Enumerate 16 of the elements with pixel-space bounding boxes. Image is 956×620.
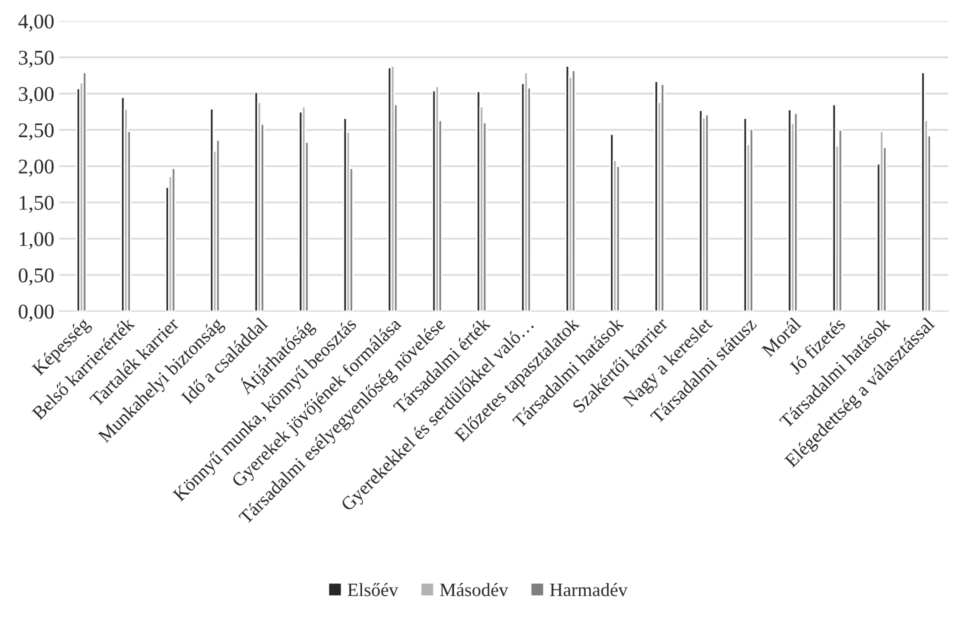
y-tick-label: 1,50 <box>20 196 54 213</box>
bar <box>660 83 665 312</box>
legend-label: Elsőév <box>348 582 398 596</box>
bar <box>82 72 87 312</box>
y-tick-label: 1,00 <box>20 232 54 250</box>
legend-label: Másodév <box>440 582 508 596</box>
y-tick-label: 0,00 <box>18 304 54 322</box>
bar <box>171 168 176 312</box>
y-tick-label: 3,00 <box>18 86 54 104</box>
y-tick-label: 4,00 <box>18 14 54 32</box>
y-tick-label: 2,50 <box>18 123 54 140</box>
bar <box>571 70 576 312</box>
y-tick-label: 3,50 <box>18 50 54 68</box>
y-tick-label: 2,00 <box>18 160 54 177</box>
legend-label: Harmadév <box>550 582 628 596</box>
y-tick-label: 0,50 <box>18 268 54 286</box>
